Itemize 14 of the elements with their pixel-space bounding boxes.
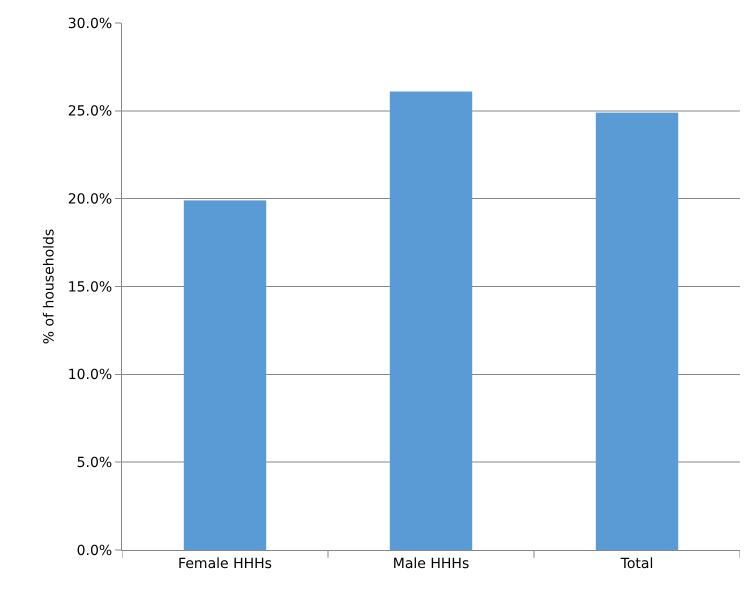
y-tick-label: 30.0% — [68, 16, 112, 32]
y-tick-label: 25.0% — [68, 104, 112, 120]
x-tick-label: Total — [620, 556, 654, 572]
x-tick-label: Male HHHs — [392, 556, 470, 572]
y-tick-label: 5.0% — [76, 455, 112, 472]
x-tick-label: Female HHHs — [178, 556, 272, 572]
y-tick-label: 0.0% — [76, 542, 112, 559]
y-tick-label: 20.0% — [68, 192, 112, 208]
y-axis-title: % of households — [41, 228, 58, 344]
bar — [184, 200, 266, 550]
bar — [390, 92, 472, 550]
y-tick-label: 10.0% — [68, 367, 112, 384]
y-tick-label: 15.0% — [68, 279, 112, 296]
bar — [596, 112, 678, 550]
